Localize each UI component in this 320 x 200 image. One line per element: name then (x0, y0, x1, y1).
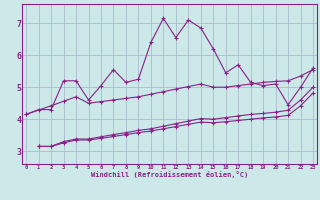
X-axis label: Windchill (Refroidissement éolien,°C): Windchill (Refroidissement éolien,°C) (91, 171, 248, 178)
